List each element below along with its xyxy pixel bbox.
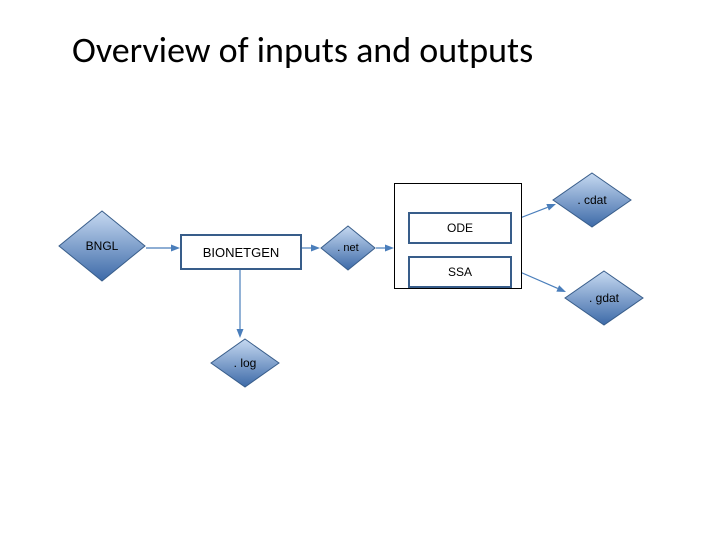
node-bngl-label: BNGL [58,210,146,282]
node-bionetgen: BIONETGEN [180,234,302,270]
node-net: . net [320,225,376,271]
edge-bngl-bionetgen-head [171,245,180,252]
slide-title: Overview of inputs and outputs [72,28,533,72]
node-cdat-label: . cdat [552,172,632,228]
node-log-label: . log [210,338,280,388]
edge-network-cdat [520,207,548,218]
node-net-label: . net [320,225,376,271]
node-log: . log [210,338,280,388]
node-bngl: BNGL [58,210,146,282]
edge-network-gdat [520,272,558,288]
diagram-stage: Overview of inputs and outputsNETWORKBNG… [0,0,720,540]
node-ode: ODE [408,212,512,244]
node-gdat-label: . gdat [564,270,644,326]
node-ssa: SSA [408,256,512,288]
edge-net-network-head [385,245,394,252]
node-cdat: . cdat [552,172,632,228]
edge-bionetgen-net-head [311,245,320,252]
edge-bionetgen-log-head [237,329,244,338]
node-gdat: . gdat [564,270,644,326]
